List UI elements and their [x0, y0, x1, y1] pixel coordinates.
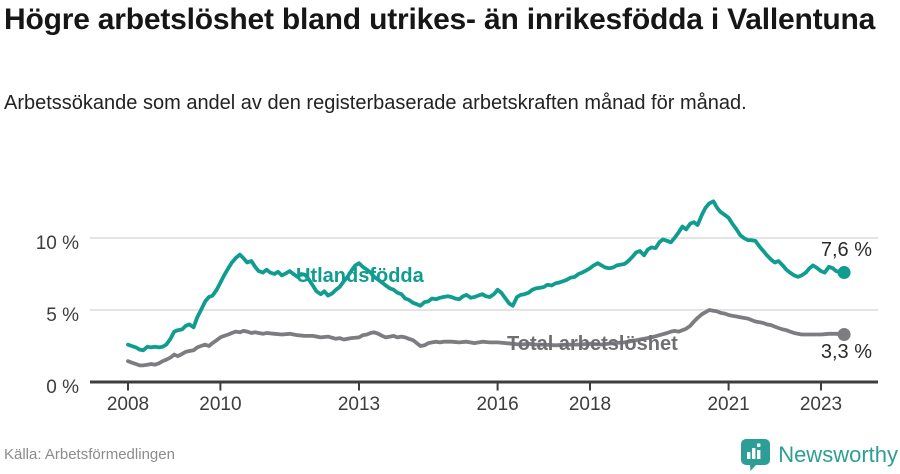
series-line-utlandsfodda — [126, 199, 846, 353]
series-end-dot-utlandsfodda — [837, 266, 851, 280]
x-axis-tick-label: 2023 — [800, 394, 842, 415]
series-label-total: Total arbetslöshet — [507, 333, 678, 355]
page-title: Högre arbetslöshet bland utrikes- än inr… — [4, 3, 876, 36]
x-axis-tick-label: 2008 — [107, 394, 149, 415]
x-axis-tick-label: 2013 — [338, 394, 380, 415]
x-axis-tick-label: 2021 — [707, 394, 749, 415]
series-line-total — [126, 308, 846, 368]
newsworthy-brand: Newsworthy — [740, 438, 898, 472]
chart-subtitle: Arbetssökande som andel av den registerb… — [4, 92, 747, 114]
end-value-utlandsfodda: 7,6 % — [820, 239, 872, 261]
y-axis-tick-label: 5 % — [46, 305, 79, 326]
y-axis-tick-label: 10 % — [36, 233, 79, 254]
y-axis-tick-label: 0 % — [46, 377, 79, 398]
x-axis-tick-label: 2018 — [569, 394, 611, 415]
newsworthy-wordmark: Newsworthy — [778, 442, 898, 467]
x-axis-tick-label: 2016 — [476, 394, 518, 415]
x-axis-tick-label: 2010 — [199, 394, 241, 415]
newsworthy-logo-icon — [741, 439, 771, 471]
series-end-dot-total — [837, 327, 851, 341]
source-caption: Källa: Arbetsförmedlingen — [4, 446, 175, 463]
end-value-total: 3,3 % — [820, 341, 872, 363]
series-label-utlandsfodda: Utlandsfödda — [296, 265, 424, 287]
